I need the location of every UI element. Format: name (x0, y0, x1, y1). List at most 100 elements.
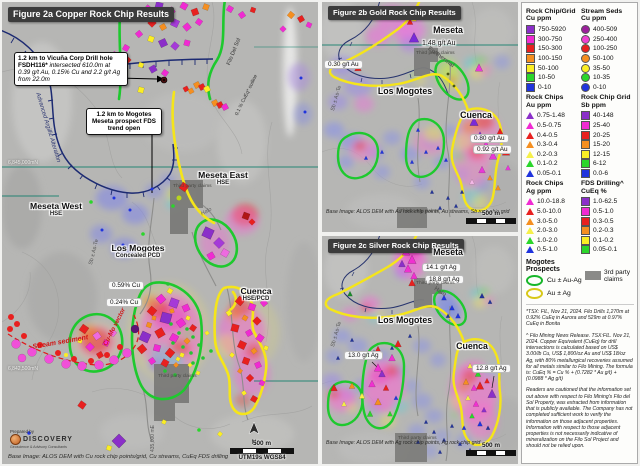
legend-swatch (581, 159, 590, 169)
discovery-logo-icon (10, 434, 21, 445)
discovery-credit: Prepared by DISCOVERY Geoscience & Advis… (10, 429, 73, 449)
legend-swatch (581, 73, 590, 83)
au-prospect-ellipse-icon (526, 288, 543, 300)
grade-label-cu2: 0.24% Cu (106, 298, 143, 307)
legend-swatch (526, 217, 534, 225)
legend-section-fds-drilling: FDS Drilling^ CuEq % 1.0-62.5 0.5-1.0 0.3… (581, 180, 624, 255)
legend-swatch (526, 54, 535, 64)
scalebar-2c: 500 m (466, 442, 516, 456)
panel-figure-2a: N Figure 2a Copper Rock Chip Results 1.2… (2, 2, 318, 464)
third-party-claims-label-1: Third party claims (173, 184, 212, 189)
scalebar-graphic-2b (466, 218, 516, 224)
legend-swatch (581, 25, 590, 35)
scalebar-graphic-2c (466, 450, 516, 456)
drill-callout: 1.2 km to Vicuña Corp Drill hole FSDH116… (14, 52, 128, 87)
panel-title-2a: Figure 2a Copper Rock Chip Results (8, 7, 175, 22)
grade-label-au3: 0.80 g/t Au (470, 134, 509, 143)
scalebar-label-2a: 500 m (252, 440, 272, 447)
place-los-mogotes-2c: Los Mogotes (377, 315, 433, 325)
grade-label-ag2: 18.8 g/t Ag (425, 275, 464, 284)
legend-swatch (526, 44, 535, 54)
footnote-cueq-formula: ^ Filo Mining News Release. TSX:FIL. Nov… (526, 332, 633, 383)
mogotes-callout: 1.2 km to Mogotes Meseta prospect FDS tr… (86, 108, 162, 136)
crs-label: UTM19s WGS84 (238, 454, 286, 461)
grid-easting-1: 435,000 mE (150, 425, 156, 452)
legend-swatch (526, 73, 535, 83)
third-party-claims-label-2: Third party claims (158, 374, 197, 379)
prepared-by-label: Prepared by (10, 429, 34, 434)
caption-2c: Base Image: ALOS DEM with Ag rock chip p… (326, 440, 480, 446)
legend-swatch (526, 150, 534, 158)
legend-swatch (581, 111, 590, 121)
third-party-claims-2b-1: Third party claims (416, 51, 455, 56)
legend-swatch (526, 208, 534, 216)
legend-swatch (581, 235, 590, 245)
panel-title-2b: Figure 2b Gold Rock Chip Results (328, 6, 461, 20)
legend-section-stream-seds: Stream Seds Cu ppm 400-509 250-400 100-25… (581, 8, 623, 92)
legend-swatch (581, 120, 590, 130)
legend-section-cu-rock-chip: Rock Chip/Grid Cu ppm 750-5920 300-750 15… (526, 8, 576, 92)
grid-northing-1: 6,845,000mN (8, 160, 39, 166)
panel-figure-2c: Figure 2c Silver Rock Chip Results Meset… (322, 236, 518, 464)
scalebar-label-2c: 500 m (481, 442, 501, 449)
legend-section-ag-rock-chips: Rock Chips Ag ppm 10.0-18.8 5.0-10.0 3.0-… (526, 180, 565, 254)
grade-label-au4: 0.92 g/t Au (473, 145, 512, 154)
legend-swatch (581, 63, 590, 73)
place-los-mogotes-2b: Los Mogotes (377, 86, 433, 96)
legend-swatch (526, 82, 535, 92)
grade-label-ag1: 14.1 g/t Ag (422, 263, 461, 272)
legend-swatch (526, 131, 534, 139)
legend-section-au-rock-chips: Rock Chips Au ppm 0.75-1.48 0.5-0.75 0.4-… (526, 94, 565, 177)
scalebar-2b: 500 m (466, 210, 516, 224)
copper-map-graphics: N (2, 2, 318, 464)
legend-swatch (581, 140, 590, 150)
grid-northing-2: 6,842,500mN (8, 366, 39, 372)
legend-swatch (581, 82, 590, 92)
legend-swatch (581, 54, 590, 64)
panel-title-2c: Figure 2c Silver Rock Chip Results (328, 239, 464, 253)
cu-prospect-ellipse-icon (526, 275, 543, 287)
discovery-subtitle: Geoscience & Advisory Consultants (10, 445, 67, 449)
legend-swatch (526, 160, 534, 168)
footnote-disclaimer: Readers are cautioned that the informati… (526, 387, 633, 450)
legend-swatch (581, 245, 590, 255)
drill-callout-italic: intersected 610.0m at 0.39 g/t Au, 0.15%… (18, 62, 121, 84)
legend-swatch (581, 226, 590, 236)
legend-swatch (526, 169, 534, 177)
footnote-tsx: *TSX: FIL, Nov 21, 2024. Filo Drills 1,2… (526, 309, 630, 328)
legend-swatch (581, 197, 590, 207)
grade-label-au1: 1.48 g/t Au (422, 40, 456, 47)
grade-label-ag4: 12.8 g/t Ag (472, 364, 511, 373)
legend-swatch (526, 198, 534, 206)
legend-swatch (581, 207, 590, 217)
place-cuenca-2b: Cuenca (460, 110, 492, 120)
legend-swatch (526, 112, 534, 120)
legend-swatch (526, 34, 535, 44)
legend-swatch (581, 216, 590, 226)
third-party-swatch (585, 271, 601, 281)
panel-figure-2b: Figure 2b Gold Rock Chip Results Meseta … (322, 2, 518, 232)
place-meseta-2b: Meseta (433, 25, 463, 35)
legend-swatch (526, 246, 534, 254)
place-cuenca: Cuenca HSE/PCD (240, 286, 272, 303)
third-party-claims-2c-2: Third party claims (398, 436, 437, 441)
svg-text:N: N (252, 439, 257, 446)
legend-swatch (581, 149, 590, 159)
legend-swatch (526, 236, 534, 244)
legend-panel: Rock Chip/Grid Cu ppm 750-5920 300-750 15… (521, 2, 638, 464)
silver-map-graphics (322, 236, 518, 464)
legend-swatch (526, 121, 534, 129)
caption-2a: Base Image: ALOS DEM with Cu rock chip p… (8, 454, 229, 460)
legend-swatch (526, 63, 535, 73)
drill-callout-bold: 1.2 km to Vicuña Corp Drill hole FSDH116… (18, 55, 113, 70)
place-meseta-west: Meseta West HSE (30, 201, 82, 218)
legend-swatch (581, 168, 590, 178)
place-cuenca-2c: Cuenca (456, 341, 488, 351)
legend-swatch (581, 44, 590, 54)
caption-2b: Base Image: ALOS DEM with Au rock chip p… (326, 209, 509, 215)
place-los-mogotes: Los Mogotes Concealed PCD (111, 243, 165, 260)
legend-swatch (526, 25, 535, 35)
third-party-claims-2b-2: Third party claims (400, 209, 439, 214)
legend-swatch (526, 227, 534, 235)
